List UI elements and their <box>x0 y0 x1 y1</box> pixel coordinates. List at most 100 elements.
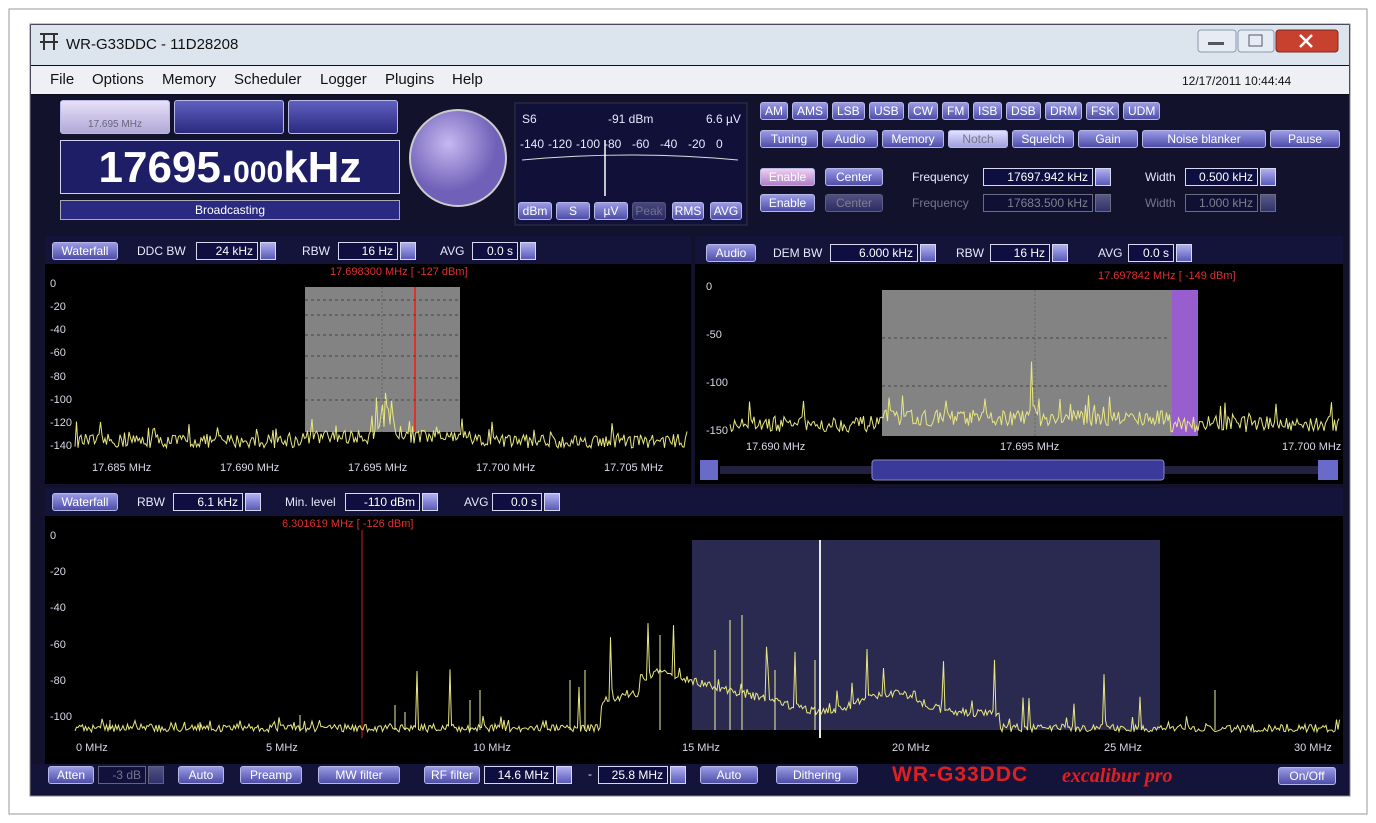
unit-button[interactable]: µV <box>594 202 628 220</box>
mode-button[interactable]: Waterfall <box>52 493 118 511</box>
scroll-right[interactable] <box>1318 460 1338 480</box>
marker-readout: 6.301619 MHz [ -126 dBm] <box>282 518 414 530</box>
notch-width[interactable]: 1.000 kHz <box>1185 194 1258 212</box>
unit-button[interactable]: Peak <box>632 202 666 220</box>
bw-field-arrow[interactable] <box>920 244 936 262</box>
dithering-button[interactable]: Dithering <box>776 766 858 784</box>
menu-item[interactable]: Plugins <box>385 71 435 88</box>
memory-button[interactable] <box>174 100 284 134</box>
menu-item[interactable]: Options <box>92 71 144 88</box>
bw-field[interactable]: 24 kHz <box>196 242 258 260</box>
x-axis-label: 5 MHz <box>266 742 298 754</box>
mode-button[interactable]: LSB <box>832 102 865 120</box>
rbw-field[interactable]: 6.1 kHz <box>173 493 243 511</box>
tab-button[interactable]: Tuning <box>760 130 818 148</box>
mode-button[interactable]: Audio <box>706 244 756 262</box>
preamp-button[interactable]: Preamp <box>240 766 302 784</box>
mode-button[interactable]: FSK <box>1086 102 1120 120</box>
notch-frequency-arrow[interactable] <box>1095 168 1111 186</box>
notch-enable[interactable]: Enable <box>760 194 815 212</box>
bw-field-arrow[interactable] <box>260 242 276 260</box>
auto-button[interactable]: Auto <box>178 766 224 784</box>
y-axis-label: -100 <box>50 711 73 723</box>
rf-filter-button[interactable]: RF filter <box>424 766 480 784</box>
rf-high-field[interactable]: 25.8 MHz <box>598 766 668 784</box>
mw-filter-button[interactable]: MW filter <box>318 766 400 784</box>
notch-width-arrow[interactable] <box>1260 168 1276 186</box>
unit-button[interactable]: S <box>556 202 590 220</box>
rbw-field[interactable]: 16 Hz <box>990 244 1050 262</box>
tab-button[interactable]: Pause <box>1270 130 1340 148</box>
mode-button[interactable]: USB <box>869 102 904 120</box>
mode-button[interactable]: AM <box>760 102 788 120</box>
rbw-field[interactable]: 16 Hz <box>338 242 398 260</box>
minimize-button[interactable] <box>1197 29 1237 53</box>
tab-button[interactable]: Audio <box>822 130 878 148</box>
tab-button[interactable]: Memory <box>882 130 944 148</box>
tab-button[interactable]: Noise blanker <box>1142 130 1266 148</box>
tab-button[interactable]: Gain <box>1078 130 1138 148</box>
min-level-field-arrow[interactable] <box>422 493 438 511</box>
atten-field-arrow[interactable] <box>148 766 164 784</box>
atten-field[interactable]: -3 dB <box>98 766 146 784</box>
frequency-display[interactable]: 17695.000kHz <box>60 140 400 194</box>
frequency-part: kHz <box>283 143 362 192</box>
avg-field-arrow[interactable] <box>1176 244 1192 262</box>
unit-button[interactable]: AVG <box>710 202 742 220</box>
memory-button[interactable]: 17.695 MHz <box>60 100 170 134</box>
notch-frequency-arrow[interactable] <box>1095 194 1111 212</box>
mode-button[interactable]: Waterfall <box>52 242 118 260</box>
avg-field[interactable]: 0.0 s <box>492 493 542 511</box>
notch-width[interactable]: 0.500 kHz <box>1185 168 1258 186</box>
tuning-knob[interactable] <box>409 109 507 207</box>
mode-button[interactable]: AMS <box>792 102 829 120</box>
unit-button[interactable]: RMS <box>672 202 704 220</box>
menu-item[interactable]: File <box>50 71 75 88</box>
notch-width-arrow[interactable] <box>1260 194 1276 212</box>
scroll-left[interactable] <box>700 460 718 480</box>
rf-high-field-arrow[interactable] <box>670 766 686 784</box>
scale-label: -20 <box>688 137 706 151</box>
menu-item[interactable]: Logger <box>320 71 367 88</box>
input-trace <box>74 623 1340 734</box>
maximize-button[interactable] <box>1237 29 1275 53</box>
notch-enable[interactable]: Enable <box>760 168 815 186</box>
tab-button[interactable]: Squelch <box>1012 130 1074 148</box>
mode-button[interactable]: DSB <box>1006 102 1041 120</box>
bw-field[interactable]: 6.000 kHz <box>830 244 918 262</box>
x-axis-label: 17.690 MHz <box>220 462 280 474</box>
notch-center[interactable]: Center <box>825 194 883 212</box>
notch-frequency[interactable]: 17683.500 kHz <box>983 194 1093 212</box>
bw-label: DEM BW <box>773 246 823 260</box>
rbw-field-arrow[interactable] <box>245 493 261 511</box>
mode-button[interactable]: ISB <box>973 102 1003 120</box>
avg-field-arrow[interactable] <box>520 242 536 260</box>
scale-label: -140 <box>520 137 545 151</box>
mode-button[interactable]: UDM <box>1123 102 1161 120</box>
menu-item[interactable]: Help <box>452 71 483 88</box>
y-axis-label: -150 <box>706 425 729 437</box>
menu-item[interactable]: Scheduler <box>234 71 302 88</box>
power-button[interactable]: On/Off <box>1278 767 1336 785</box>
notch-center[interactable]: Center <box>825 168 883 186</box>
mode-button[interactable]: DRM <box>1045 102 1083 120</box>
notch-frequency[interactable]: 17697.942 kHz <box>983 168 1093 186</box>
mode-button[interactable]: CW <box>908 102 938 120</box>
avg-field[interactable]: 0.0 s <box>1128 244 1174 262</box>
avg-field-arrow[interactable] <box>544 493 560 511</box>
tab-button[interactable]: Notch <box>948 130 1008 148</box>
auto-button[interactable]: Auto <box>700 766 758 784</box>
unit-button[interactable]: dBm <box>518 202 552 220</box>
rf-low-field[interactable]: 14.6 MHz <box>484 766 554 784</box>
y-axis-label: -60 <box>50 347 66 360</box>
rbw-field-arrow[interactable] <box>400 242 416 260</box>
atten-button[interactable]: Atten <box>48 766 94 784</box>
scroll-thumb[interactable] <box>871 459 1165 481</box>
memory-button[interactable] <box>288 100 398 134</box>
rf-low-field-arrow[interactable] <box>556 766 572 784</box>
avg-field[interactable]: 0.0 s <box>472 242 518 260</box>
menu-item[interactable]: Memory <box>162 71 217 88</box>
min-level-field[interactable]: -110 dBm <box>345 493 420 511</box>
rbw-field-arrow[interactable] <box>1052 244 1068 262</box>
mode-button[interactable]: FM <box>942 102 970 120</box>
